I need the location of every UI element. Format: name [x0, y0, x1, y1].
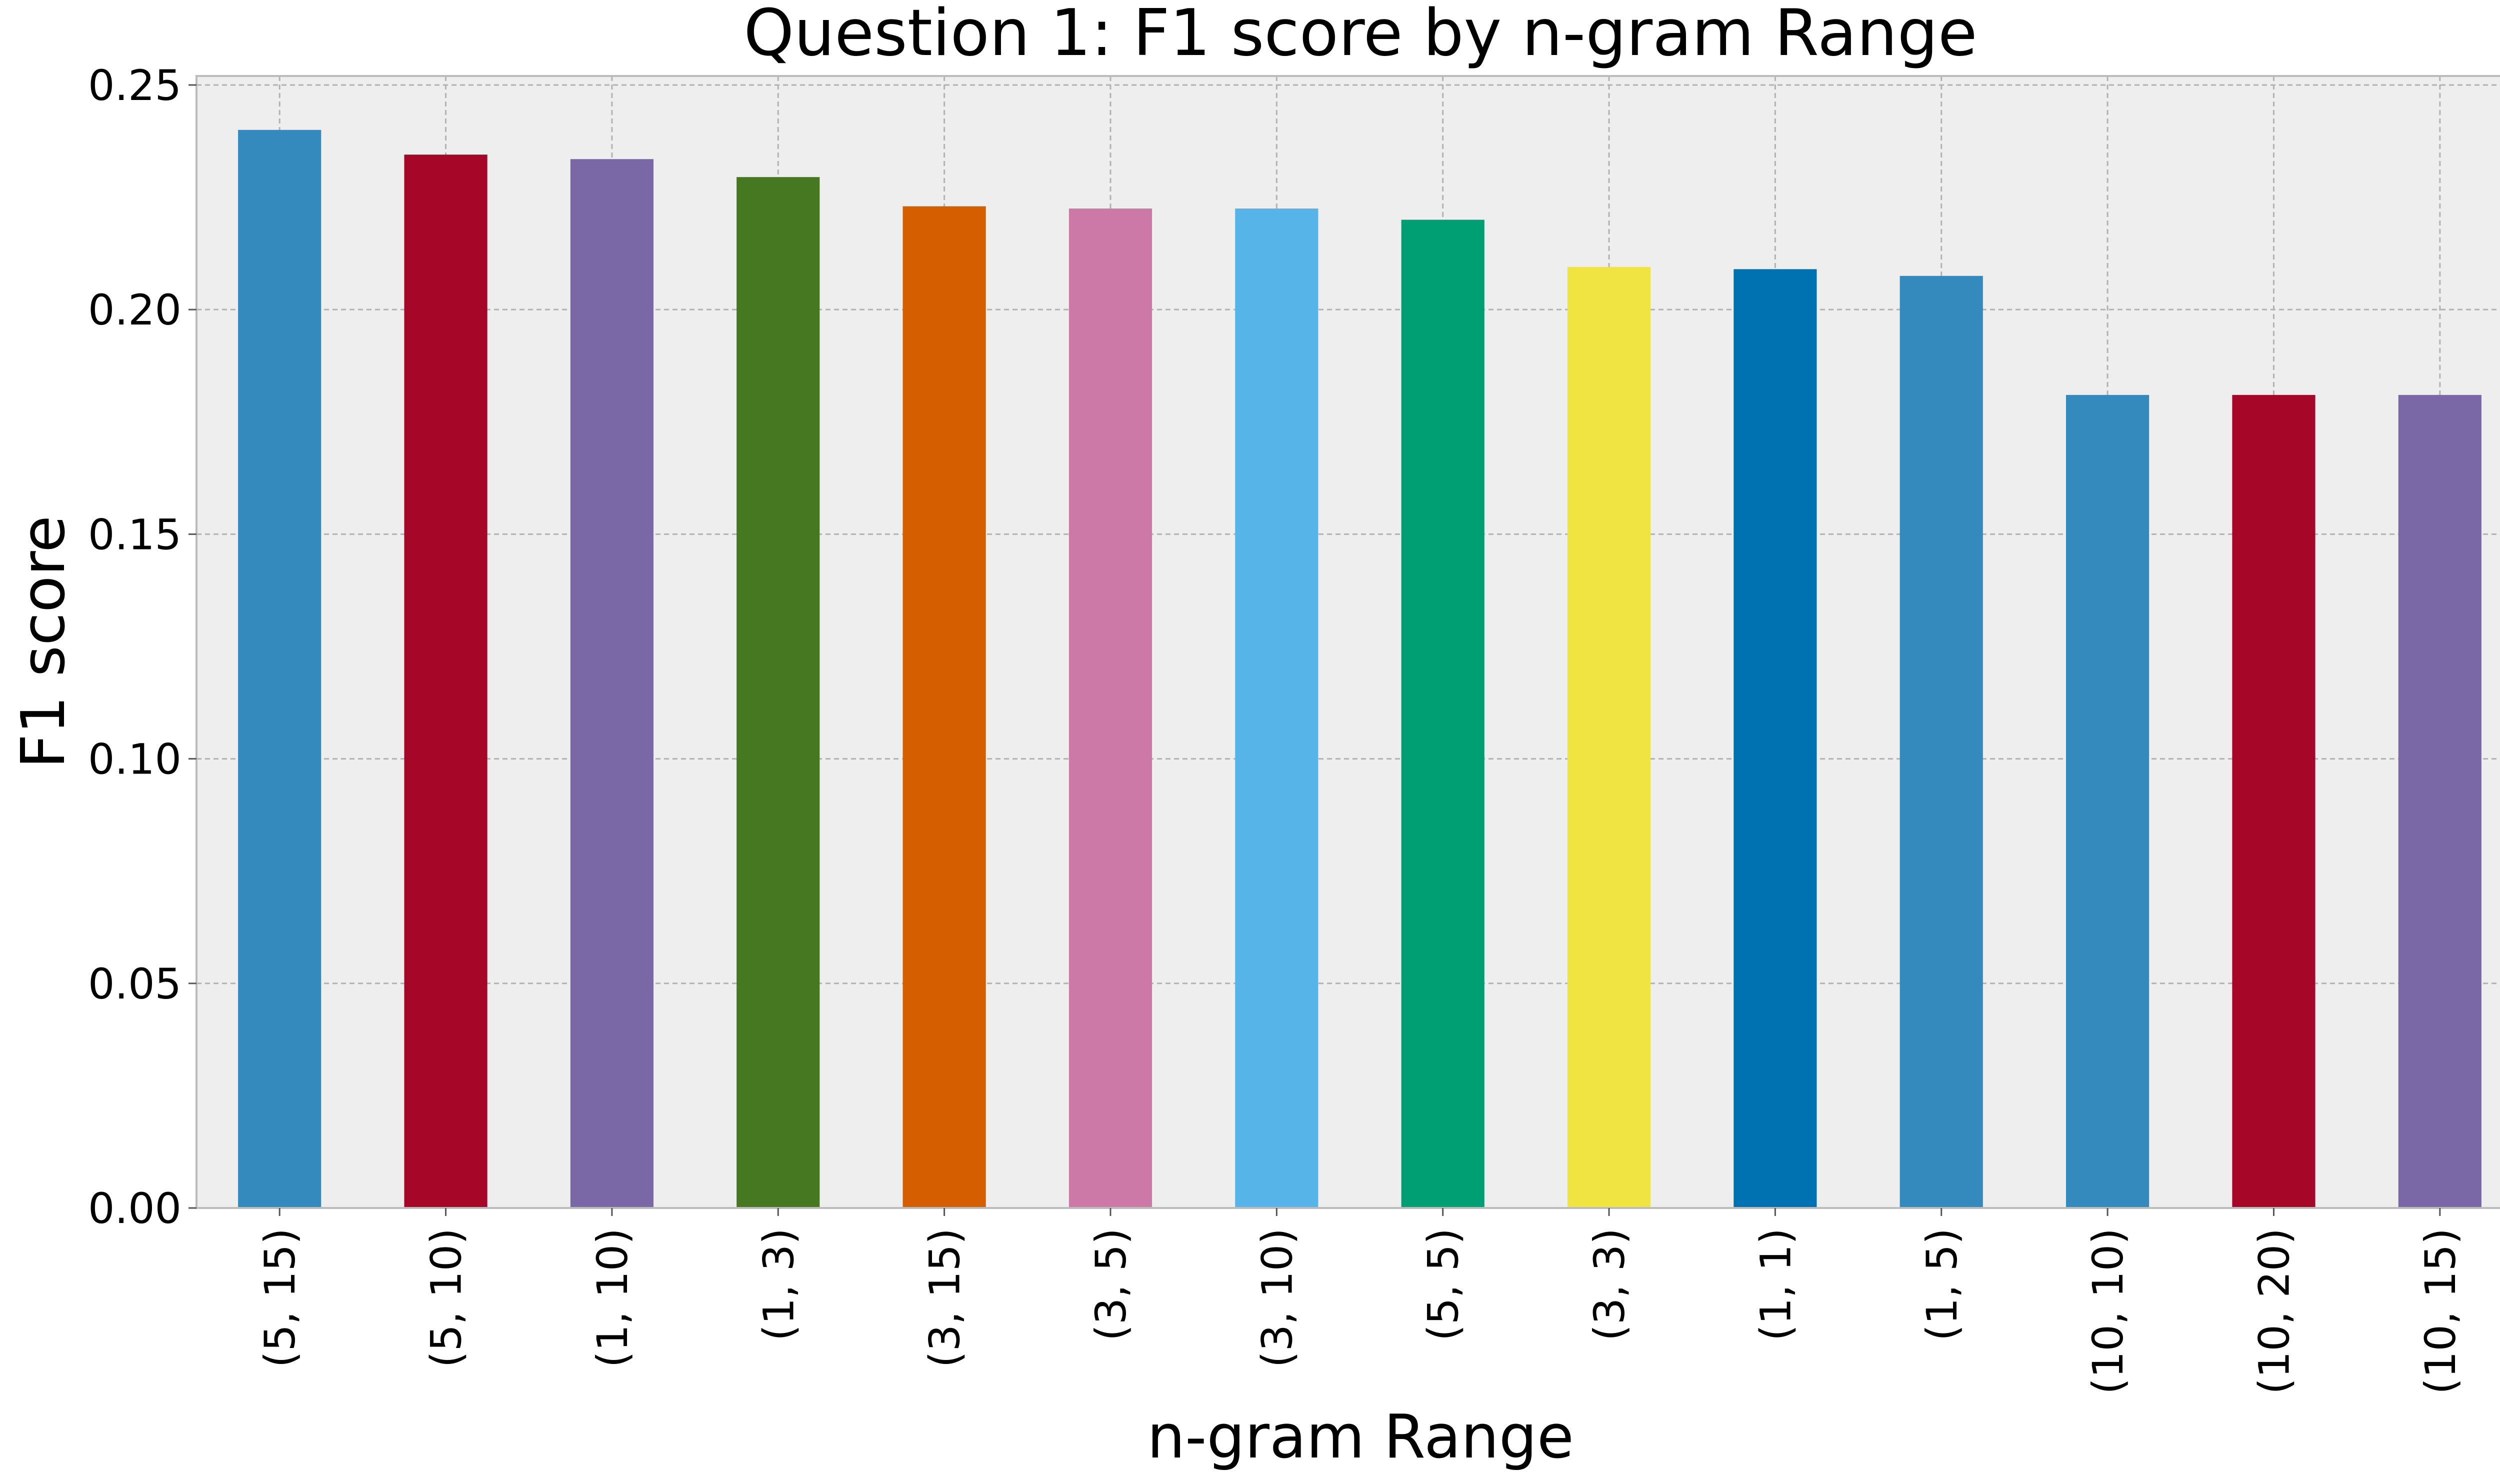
y-tick-label: 0.10: [88, 735, 182, 784]
plot-border: [196, 75, 2500, 1209]
x-axis-ticks: (5, 15) (5, 10) (1, 10) (1, 3) (3, 15) (3, 5)…: [256, 1208, 2465, 1394]
bar: [1068, 208, 1152, 1208]
bar: [1401, 220, 1484, 1208]
chart-title: Question 1: F1 score by n-gram Range: [744, 0, 1977, 70]
bar: [2398, 394, 2482, 1208]
x-tick-label: (1, 3): [754, 1228, 803, 1341]
x-axis-label: n-gram Range: [1147, 1402, 1574, 1472]
y-tick-label: 0.00: [88, 1184, 182, 1233]
x-tick-label: (5, 5): [1419, 1228, 1468, 1341]
x-tick-label: (3, 3): [1585, 1228, 1634, 1341]
y-axis-label: F1 score: [9, 516, 78, 768]
plot-area: [196, 76, 2500, 1208]
bar: [1567, 266, 1651, 1208]
bars: [238, 130, 2482, 1208]
bar: [2066, 394, 2150, 1208]
x-tick-label: (10, 15): [2416, 1228, 2465, 1394]
x-tick-label: (3, 10): [1252, 1228, 1302, 1368]
x-tick-label: (5, 15): [256, 1228, 304, 1368]
x-tick-label: (10, 20): [2250, 1228, 2298, 1394]
bar: [570, 159, 654, 1208]
y-tick-label: 0.15: [88, 510, 182, 559]
x-tick-label: (10, 10): [2084, 1228, 2132, 1394]
y-tick-label: 0.20: [88, 286, 182, 334]
bar: [1235, 208, 1318, 1208]
bar: [1734, 269, 1817, 1208]
x-tick-label: (5, 10): [422, 1228, 471, 1368]
x-tick-label: (1, 1): [1751, 1228, 1800, 1341]
bar: [736, 177, 820, 1208]
y-tick-label: 0.25: [88, 61, 182, 110]
bar: [404, 154, 488, 1208]
x-tick-label: (1, 10): [588, 1228, 637, 1368]
bar: [2232, 394, 2316, 1208]
x-tick-label: (3, 5): [1086, 1228, 1136, 1341]
x-tick-label: (3, 15): [920, 1228, 970, 1368]
bar: [238, 130, 322, 1208]
bar: [1900, 276, 1983, 1208]
y-tick-label: 0.05: [88, 960, 182, 1008]
y-axis-ticks: 0.00 0.05 0.10 0.15 0.20 0.25: [88, 61, 196, 1233]
bar: [902, 206, 986, 1208]
x-tick-label: (1, 5): [1918, 1228, 1966, 1341]
